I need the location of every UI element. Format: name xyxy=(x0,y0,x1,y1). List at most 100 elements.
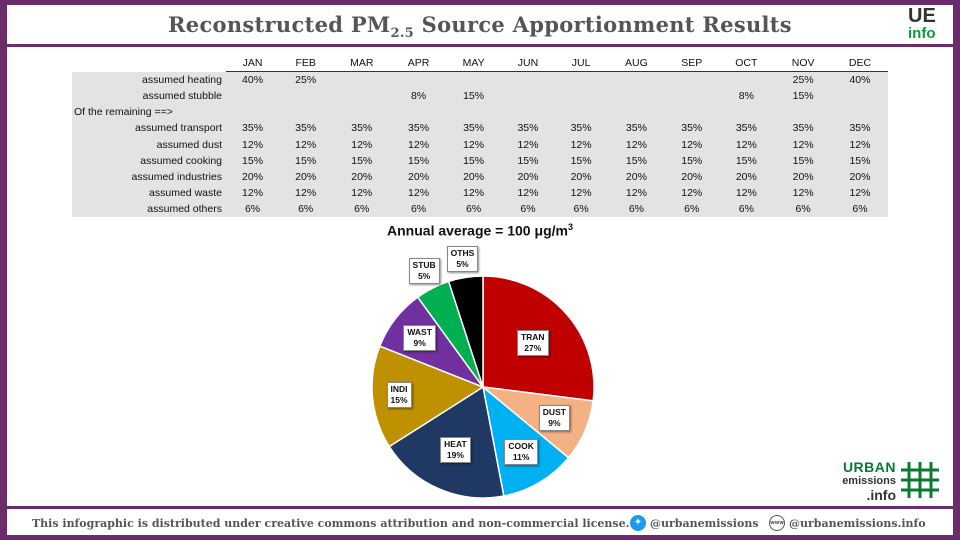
table-cell: 8% xyxy=(391,88,446,105)
table-cell: 15% xyxy=(831,152,888,169)
page-title: Reconstructed PM2.5 Source Apportionment… xyxy=(168,12,792,42)
callout-value: 5% xyxy=(456,258,469,269)
table-cell xyxy=(554,71,608,89)
remaining-row: Of the remaining ==> xyxy=(72,104,888,121)
table-cell: 15% xyxy=(607,152,666,169)
table-cell: 35% xyxy=(554,120,608,137)
table-row: assumed others 6% 6% 6% 6% 6% 6% 6% 6% 6% 6% 6% 6% xyxy=(72,200,888,217)
table-cell: 35% xyxy=(226,120,280,137)
table-cell: 12% xyxy=(332,136,392,153)
bottom-border xyxy=(0,535,960,540)
month-header-may: MAY xyxy=(445,55,502,73)
table-cell xyxy=(607,71,666,89)
table-cell xyxy=(332,71,392,89)
table-cell: 35% xyxy=(445,120,502,137)
table-cell: 40% xyxy=(831,71,888,89)
callout-label: INDI xyxy=(390,383,408,394)
table-cell xyxy=(665,88,719,105)
month-header-mar: MAR xyxy=(332,55,392,73)
table-cell: 15% xyxy=(226,152,280,169)
month-header-nov: NOV xyxy=(774,55,832,73)
table-cell: 12% xyxy=(279,184,333,201)
table-cell: 12% xyxy=(501,136,555,153)
table-cell: 12% xyxy=(607,136,666,153)
table-cell: 6% xyxy=(445,200,502,217)
callout-wast: WAST 9% xyxy=(403,325,436,352)
table-cell: 20% xyxy=(665,168,719,185)
annual-average-label: Annual average = 100 μg/m3 xyxy=(387,222,573,239)
table-cell: 12% xyxy=(391,136,446,153)
month-header-dec: DEC xyxy=(831,55,888,73)
table-cell xyxy=(445,71,502,89)
callout-value: 27% xyxy=(524,342,542,353)
table-cell: 40% xyxy=(226,71,280,89)
month-header-apr: APR xyxy=(391,55,446,73)
www-icon[interactable]: www xyxy=(769,515,785,531)
table-cell: 15% xyxy=(501,152,555,169)
table-cell: 12% xyxy=(831,184,888,201)
twitter-icon[interactable]: ✦ xyxy=(630,515,646,531)
table-cell: 12% xyxy=(718,136,775,153)
website-link[interactable]: @urbanemissions.info xyxy=(789,517,926,530)
table-cell: 15% xyxy=(445,152,502,169)
table-cell: 12% xyxy=(226,136,280,153)
table-cell xyxy=(554,88,608,105)
callout-value: 9% xyxy=(548,417,561,428)
table-cell: 15% xyxy=(554,152,608,169)
top-border xyxy=(0,0,960,5)
table-cell xyxy=(607,88,666,105)
logo-info-text: info xyxy=(908,25,936,42)
table-cell: 35% xyxy=(279,120,333,137)
callout-label: TRAN xyxy=(520,331,545,342)
table-cell: 6% xyxy=(226,200,280,217)
table-cell: 20% xyxy=(607,168,666,185)
table-cell xyxy=(501,71,555,89)
table-cell: 12% xyxy=(665,184,719,201)
table-cell: 20% xyxy=(718,168,775,185)
source-table: JAN FEB MAR APR MAY JUN JUL AUG SEP OCT NOV DEC ass… xyxy=(72,55,888,217)
table-cell: 12% xyxy=(554,184,608,201)
row-label: assumed industries xyxy=(72,168,226,185)
table-cell: 12% xyxy=(774,136,832,153)
month-header-aug: AUG xyxy=(607,55,666,73)
left-border xyxy=(0,0,7,540)
row-label: assumed others xyxy=(72,200,226,217)
logo-ue-text: UE xyxy=(908,5,936,27)
month-header-row: JAN FEB MAR APR MAY JUN JUL AUG SEP OCT NOV DEC xyxy=(72,55,888,73)
month-header-jan: JAN xyxy=(226,55,280,73)
table-cell: 12% xyxy=(332,184,392,201)
callout-value: 15% xyxy=(390,394,408,405)
table-cell: 15% xyxy=(665,152,719,169)
row-label: assumed transport xyxy=(72,120,226,137)
table-cell xyxy=(718,71,775,89)
table-row: assumed waste 12% 12% 12% 12% 12% 12% 12% 12% 12%… xyxy=(72,184,888,201)
callout-cook: COOK 11% xyxy=(504,438,538,465)
urban-emissions-brand: URBAN emissions .info xyxy=(842,460,896,503)
table-cell: 12% xyxy=(554,136,608,153)
footer: This infographic is distributed under cr… xyxy=(0,514,960,534)
table-cell: 35% xyxy=(501,120,555,137)
row-label: assumed cooking xyxy=(72,152,226,169)
header-divider xyxy=(0,44,960,47)
table-row: assumed transport 35% 35% 35% 35% 35% 35% 35% 35… xyxy=(72,120,888,137)
hash-grid-icon xyxy=(901,462,939,498)
twitter-handle-link[interactable]: @urbanemissions xyxy=(650,517,759,530)
remaining-label: Of the remaining ==> xyxy=(72,104,888,121)
table-cell xyxy=(501,88,555,105)
row-label: assumed heating xyxy=(72,71,226,89)
pie-slice-oths xyxy=(447,275,484,388)
month-header-sep: SEP xyxy=(665,55,719,73)
table-cell: 15% xyxy=(445,88,502,105)
table-cell: 20% xyxy=(774,168,832,185)
footer-divider xyxy=(0,506,960,509)
table-cell: 6% xyxy=(279,200,333,217)
month-header-jun: JUN xyxy=(501,55,555,73)
table-cell: 15% xyxy=(279,152,333,169)
table-cell: 6% xyxy=(501,200,555,217)
table-cell: 6% xyxy=(665,200,719,217)
table-cell: 15% xyxy=(391,152,446,169)
callout-tran: TRAN 27% xyxy=(516,329,549,356)
table-cell: 6% xyxy=(718,200,775,217)
